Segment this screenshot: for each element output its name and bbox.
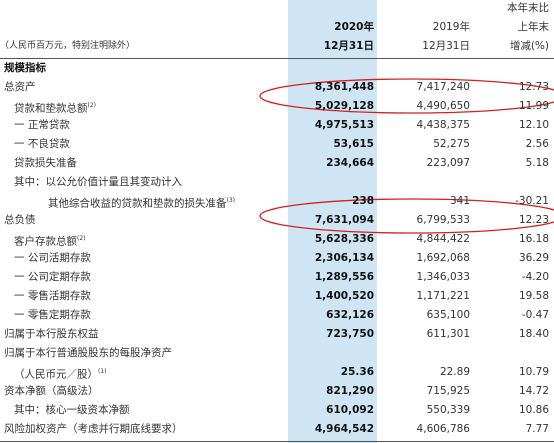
cell-value: 7,417,240: [416, 81, 470, 93]
row-label: 一 正常贷款: [14, 119, 70, 131]
column-header: 增减(%): [509, 40, 549, 52]
footnote-ref: (2): [87, 102, 97, 109]
cell-value: 19.58: [518, 290, 549, 302]
cell-value: 18.40: [518, 328, 549, 340]
cell-value: 7.77: [525, 423, 549, 435]
row-label: 贷款损失准备: [14, 157, 77, 169]
row-label: 总资产: [4, 81, 36, 93]
cell-value: 2,306,134: [314, 252, 374, 264]
row-label: 风险加权资产（考虑并行期底线要求）: [4, 423, 183, 435]
highlight-column: [288, 0, 377, 443]
cell-value: 6,799,533: [416, 214, 470, 226]
cell-value: 36.29: [518, 252, 549, 264]
row-label: 其他综合收益的贷款和垫款的损失准备(3): [48, 197, 236, 210]
cell-value: 4,975,513: [314, 119, 374, 131]
column-header: 本年末比: [507, 2, 549, 14]
cell-value: 4,964,542: [314, 423, 374, 435]
row-label: 总负债: [4, 214, 36, 226]
cell-value: 1,400,520: [314, 290, 374, 302]
column-header: 12月31日: [323, 40, 374, 52]
red-ellipse: [259, 198, 554, 234]
bottom-rule: [0, 441, 554, 442]
row-label: 客户存款总额(2): [14, 235, 86, 248]
cell-value: 12.73: [518, 81, 549, 93]
cell-value: -4.20: [521, 271, 549, 283]
footnote-ref: (3): [226, 197, 236, 204]
cell-value: 11.99: [518, 100, 549, 112]
cell-value: 723,750: [326, 328, 374, 340]
cell-value: 22.89: [439, 366, 470, 378]
cell-value: 4,606,786: [416, 423, 470, 435]
cell-value: 14.72: [518, 385, 549, 397]
unit-note: （人民币百万元，特别注明除外）: [0, 41, 136, 51]
cell-value: 1,289,556: [314, 271, 374, 283]
red-ellipse: [259, 78, 554, 114]
cell-value: 12.23: [518, 214, 549, 226]
cell-value: 2.56: [525, 138, 549, 150]
cell-value: 10.79: [518, 366, 549, 378]
row-label: 贷款和垫款总额(2): [14, 102, 97, 115]
cell-value: 1,346,033: [416, 271, 470, 283]
cell-value: 821,290: [326, 385, 374, 397]
cell-value: 1,692,068: [416, 252, 470, 264]
cell-value: 8,361,448: [314, 81, 374, 93]
cell-value: 5,029,128: [314, 100, 374, 112]
header-rule: [0, 58, 554, 59]
row-label: 资本净额（高级法）: [4, 385, 99, 397]
cell-value: 10.86: [518, 404, 549, 416]
row-label: 一 不良贷款: [14, 138, 70, 150]
cell-value: -30.21: [515, 195, 549, 207]
cell-value: 550,339: [426, 404, 470, 416]
cell-value: 25.36: [340, 366, 374, 378]
column-header: 12月31日: [422, 40, 470, 52]
cell-value: 5.18: [525, 157, 549, 169]
footnote-ref: (1): [98, 368, 107, 375]
row-label: 一 公司活期存款: [14, 252, 91, 264]
row-label: 一 零售定期存款: [14, 309, 91, 321]
cell-value: 223,097: [426, 157, 470, 169]
cell-value: 234,664: [326, 157, 374, 169]
row-label: 其中：以公允价值计量且其变动计入: [14, 176, 182, 188]
cell-value: 7,631,094: [314, 214, 374, 226]
cell-value: 4,438,375: [416, 119, 470, 131]
cell-value: 341: [449, 195, 470, 207]
row-label: 一 零售活期存款: [14, 290, 91, 302]
cell-value: 611,301: [426, 328, 470, 340]
row-label: 一 公司定期存款: [14, 271, 91, 283]
footnote-ref: (2): [77, 235, 86, 242]
cell-value: 53,615: [333, 138, 374, 150]
cell-value: 715,925: [426, 385, 470, 397]
cell-value: 632,126: [326, 309, 374, 321]
cell-value: 238: [352, 195, 374, 207]
cell-value: -0.47: [521, 309, 549, 321]
cell-value: 635,100: [426, 309, 470, 321]
column-header: 2020年: [334, 21, 374, 33]
cell-value: 610,092: [326, 404, 374, 416]
row-label: 其中：核心一级资本净额: [14, 404, 130, 416]
section-title: 规模指标: [4, 62, 46, 74]
column-header: 2019年: [432, 21, 470, 33]
row-label: （人民币元／股）(1): [14, 368, 107, 381]
row-label: 归属于本行普通股股东的每股净资产: [4, 347, 172, 359]
cell-value: 1,171,221: [416, 290, 470, 302]
cell-value: 4,844,422: [416, 233, 470, 245]
column-header: 上年末: [517, 21, 550, 33]
cell-value: 4,490,650: [416, 100, 470, 112]
cell-value: 16.18: [518, 233, 549, 245]
cell-value: 12.10: [518, 119, 549, 131]
row-label: 归属于本行股东权益: [4, 328, 99, 340]
cell-value: 52,275: [433, 138, 470, 150]
cell-value: 5,628,336: [314, 233, 374, 245]
